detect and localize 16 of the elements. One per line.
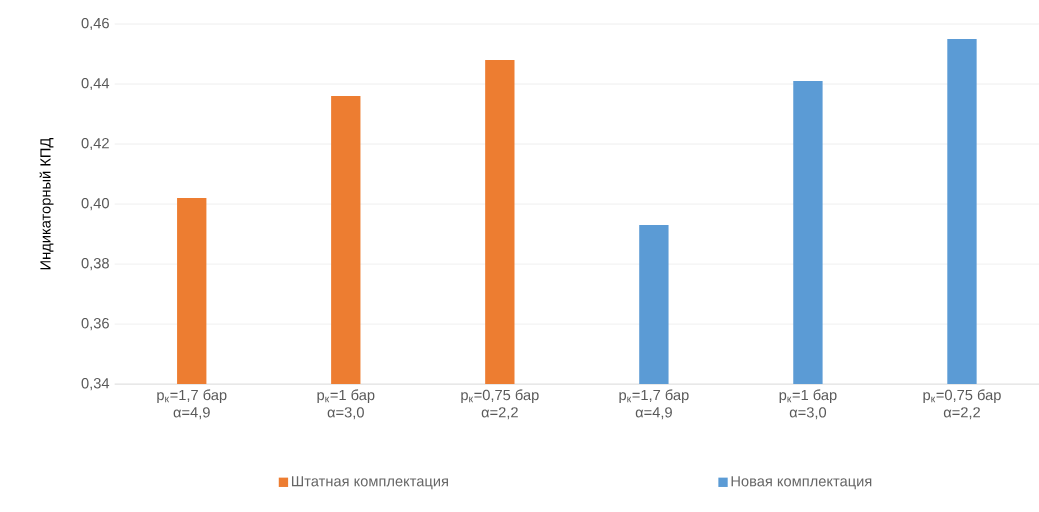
- y-tick-label: 0,36: [81, 317, 109, 331]
- y-tick-label: 0,42: [81, 137, 109, 151]
- x-tick-label: p$_{к}$=1 бар α=3,0: [317, 389, 375, 420]
- y-tick-label: 0,38: [81, 257, 109, 271]
- legend-label: Новая комплектация: [731, 476, 872, 490]
- x-tick-label: p$_{к}$=0,75 бар α=2,2: [923, 389, 1001, 420]
- y-tick-label: 0,34: [81, 378, 110, 391]
- y-axis-title: Индикаторный КПД: [39, 137, 54, 270]
- y-tick-label: 0,46: [81, 17, 109, 30]
- x-tick-label: p$_{к}$=1 бар α=3,0: [779, 389, 837, 420]
- x-tick-label: p$_{к}$=1,7 бар α=4,9: [157, 389, 227, 420]
- legend-label: Штатная комплектация: [291, 476, 448, 490]
- y-tick-label: 0,40: [81, 197, 109, 211]
- x-tick-label: p$_{к}$=1,7 бар α=4,9: [619, 389, 689, 420]
- y-tick-label: 0,44: [81, 77, 110, 91]
- x-tick-label: p$_{к}$=0,75 бар α=2,2: [461, 389, 539, 420]
